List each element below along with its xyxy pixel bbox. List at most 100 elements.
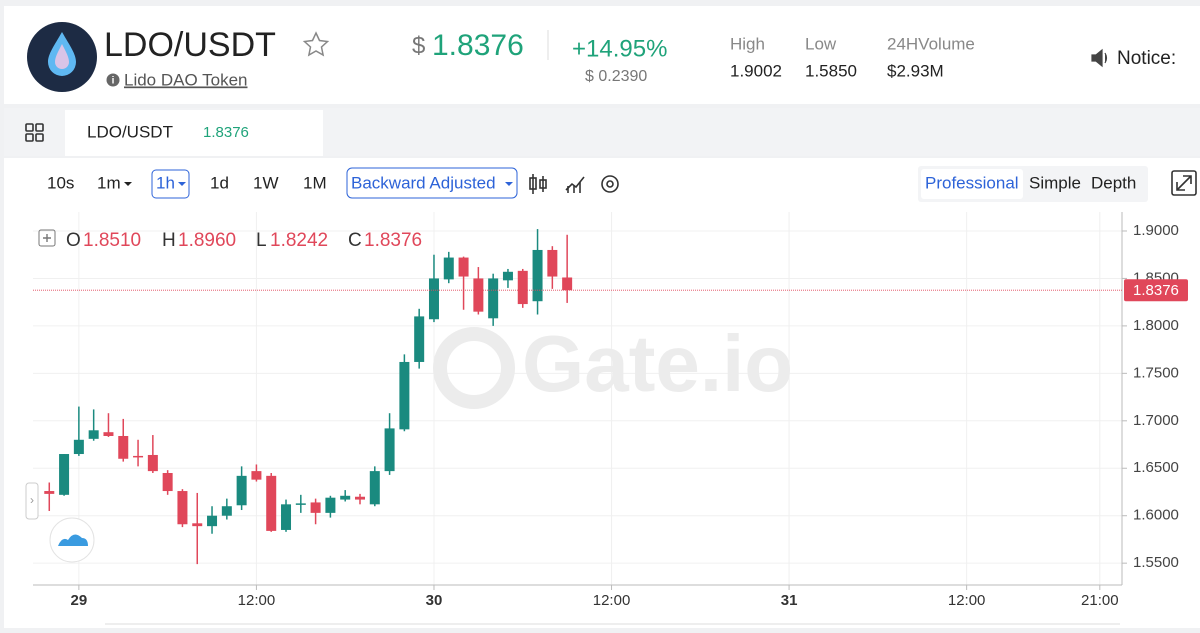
change-pct: +14.95% — [572, 35, 667, 62]
candle-body — [207, 515, 218, 527]
change-abs: $ 0.2390 — [585, 68, 647, 85]
side-toggle-glyph: › — [30, 493, 34, 507]
view-selected — [921, 169, 1023, 199]
candle-body — [517, 270, 528, 305]
x-tick-label: 12:00 — [238, 592, 276, 609]
y-tick-label: 1.5500 — [1133, 554, 1179, 571]
x-tick-label: 29 — [71, 592, 88, 609]
candle-body — [177, 491, 188, 525]
candle-body — [59, 454, 70, 495]
candle-body — [547, 249, 558, 277]
y-tick-label: 1.7000 — [1133, 412, 1179, 429]
candle-body — [414, 316, 425, 362]
stat-value: 1.5850 — [805, 61, 857, 80]
candle-body — [221, 506, 232, 516]
candle-body — [295, 503, 306, 505]
stat-label: 24HVolume — [887, 34, 975, 53]
candle-body — [73, 439, 84, 455]
candle-body — [103, 432, 114, 436]
watermark: Gate.io — [522, 319, 793, 408]
ohlc-value: 1.8510 — [83, 230, 141, 251]
ohlc-value: 1.8960 — [178, 230, 236, 251]
view-option[interactable]: Professional — [925, 173, 1019, 192]
x-tick-label: 21:00 — [1081, 592, 1119, 609]
pair-title: LDO/USDT — [104, 26, 276, 64]
candle-body — [502, 271, 513, 281]
candle-type-icon[interactable] — [529, 174, 547, 194]
candle-body — [399, 361, 410, 430]
candle-body — [44, 491, 55, 494]
header-bg — [4, 6, 1200, 104]
y-tick-label: 1.6500 — [1133, 459, 1179, 476]
caret — [124, 182, 132, 186]
interval[interactable]: 1d — [210, 173, 229, 192]
candle-body — [88, 430, 99, 439]
interval[interactable]: 1W — [253, 173, 279, 192]
caret — [178, 182, 186, 186]
candle-body — [133, 455, 144, 458]
candle-body — [488, 278, 499, 319]
adjust-select[interactable] — [346, 167, 518, 199]
y-tick-label: 1.9000 — [1133, 222, 1179, 239]
token-logo-inner — [55, 44, 69, 69]
price-currency: $ — [412, 32, 425, 59]
ohlc-toggle[interactable] — [38, 229, 56, 247]
candle-body — [354, 496, 365, 500]
view-option[interactable]: Depth — [1091, 173, 1136, 192]
candle-body — [562, 277, 573, 291]
candle-body — [384, 428, 395, 472]
stat-label: High — [730, 34, 765, 53]
candle-body — [281, 504, 292, 530]
candle-body — [251, 471, 262, 480]
ohlc-toggle-plus — [43, 234, 51, 242]
candle-body — [118, 435, 129, 459]
favorite-star[interactable] — [302, 31, 330, 57]
x-tick-label: 12:00 — [593, 592, 631, 609]
ohlc-label: H — [162, 230, 176, 251]
y-tick-label: 1.7500 — [1133, 364, 1179, 381]
watermark-logo — [433, 327, 515, 409]
token-name[interactable]: Lido DAO Token — [124, 70, 247, 89]
candle-body — [369, 471, 380, 505]
ohlc-label: C — [348, 230, 362, 251]
x-tick-label: 31 — [781, 592, 798, 609]
last-price: 1.8376 — [432, 29, 524, 62]
ohlc-value: 1.8242 — [270, 230, 328, 251]
view-option[interactable]: Simple — [1029, 173, 1081, 192]
stat-label: Low — [805, 34, 837, 53]
candle-body — [310, 502, 321, 513]
interval[interactable]: 10s — [47, 173, 74, 192]
candle-body — [162, 473, 173, 492]
interval[interactable]: 1h — [156, 173, 175, 192]
x-tick-label: 12:00 — [948, 592, 986, 609]
tab[interactable] — [65, 110, 323, 156]
info-icon-glyph: i — [112, 76, 115, 87]
side-toggle[interactable] — [25, 482, 39, 520]
stats: High 1.9002 Low 1.5850 24HVolume $2.93M — [730, 34, 975, 80]
views: Professional Simple Depth — [925, 173, 1136, 192]
candle-body — [266, 475, 277, 531]
settings-icon[interactable] — [601, 175, 619, 193]
last-price-label: 1.8376 — [1133, 282, 1179, 299]
fullscreen-icon[interactable] — [1171, 170, 1197, 196]
caret — [505, 182, 513, 186]
candle-body — [147, 454, 158, 472]
indicator-icon[interactable] — [565, 176, 585, 193]
tab-pair: LDO/USDT — [87, 122, 173, 141]
interval[interactable]: 1m — [97, 173, 121, 192]
ohlc-label: L — [256, 230, 267, 251]
candle-body — [458, 257, 469, 277]
interval-selected — [151, 169, 190, 199]
candle-body — [532, 249, 543, 302]
adjust-label: Backward Adjusted — [351, 173, 496, 192]
layout-icon[interactable] — [25, 123, 44, 142]
candle-body — [340, 495, 351, 500]
stat-value: $2.93M — [887, 61, 944, 80]
candle-body — [325, 497, 336, 513]
y-tick-label: 1.6000 — [1133, 507, 1179, 524]
y-tick-label: 1.8000 — [1133, 317, 1179, 334]
interval[interactable]: 1M — [303, 173, 327, 192]
candle-body — [236, 475, 247, 506]
